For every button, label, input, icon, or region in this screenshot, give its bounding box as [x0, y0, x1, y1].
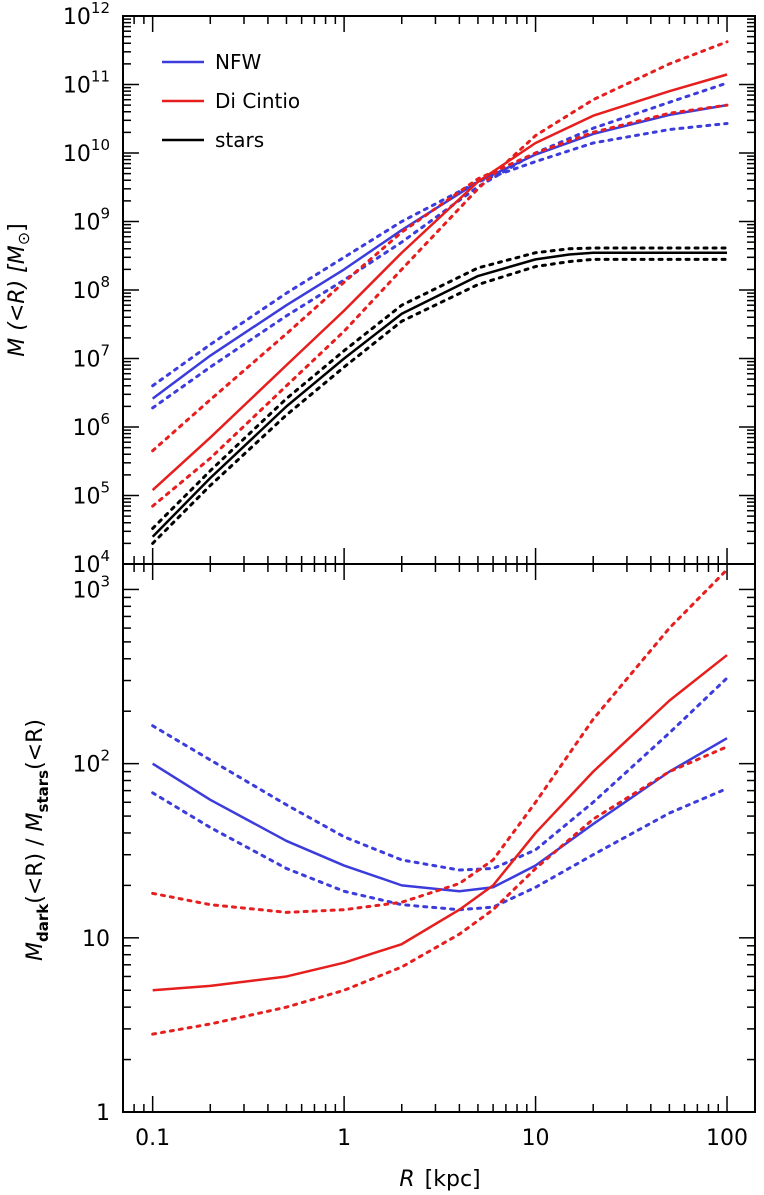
top-ytick-label: 106 — [72, 410, 110, 441]
top-series-line-4 — [151, 103, 729, 453]
top-series-line-2 — [151, 81, 729, 410]
bottom-y-tick-labels: 1 10 102 103 — [72, 572, 110, 1126]
top-series-line-3 — [151, 73, 728, 492]
bottom-ytick-label: 1 — [96, 1101, 110, 1126]
bottom-y-axis-label: Mdark(<R) / Mstars(<R) — [23, 719, 52, 961]
x-tick-label: 0.1 — [135, 1126, 170, 1151]
bottom-series-line-5 — [151, 745, 729, 1036]
legend-label-dicintio: Di Cintio — [215, 89, 300, 113]
panel-bottom: 1 10 102 103 0.1 1 10 100 Mdark(<R) / Mstars(<… — [23, 563, 756, 1192]
bottom-series-line-2 — [151, 786, 729, 912]
bottom-ticks — [122, 564, 755, 1113]
top-ytick-label: 109 — [72, 205, 110, 236]
bottom-series-line-4 — [151, 568, 729, 914]
top-y-tick-labels: 104 105 106 107 108 109 1010 1011 1012 — [63, 0, 110, 578]
top-y-axis-label: M (<R) [M⊙] — [5, 223, 33, 356]
top-ytick-label: 1011 — [63, 68, 110, 99]
plot-frame-bottom — [122, 563, 756, 1113]
top-series-line-8 — [151, 257, 729, 545]
legend-label-stars: stars — [215, 128, 264, 152]
top-ytick-label: 108 — [72, 273, 110, 304]
x-axis-label: R [kpc] — [399, 1167, 480, 1192]
bottom-ytick-label: 102 — [72, 747, 110, 778]
top-ytick-label: 1012 — [63, 0, 110, 30]
x-tick-label: 1 — [337, 1126, 351, 1151]
bottom-series-line-3 — [152, 654, 728, 992]
top-series-line-6 — [151, 251, 728, 538]
top-series-line-1 — [151, 121, 729, 388]
top-ytick-label: 1010 — [63, 136, 110, 167]
legend: NFW Di Cintio stars — [162, 50, 300, 152]
bottom-series-line-1 — [151, 676, 729, 872]
top-ticks — [122, 15, 755, 565]
top-ytick-label: 104 — [72, 547, 110, 578]
top-ytick-label: 105 — [72, 479, 110, 510]
bottom-ytick-label: 103 — [72, 572, 110, 603]
top-series-line-7 — [151, 246, 729, 530]
legend-label-nfw: NFW — [215, 50, 261, 74]
bottom-ytick-label: 10 — [82, 927, 110, 952]
top-ytick-label: 107 — [72, 342, 110, 373]
x-tick-labels: 0.1 1 10 100 — [135, 1126, 748, 1151]
top-series-line-5 — [151, 40, 729, 508]
panel-top: 104 105 106 107 108 109 1010 1011 1012 M (<R) [M… — [5, 0, 756, 578]
top-series — [151, 40, 729, 545]
bottom-series-line-0 — [151, 737, 728, 893]
x-tick-label: 100 — [706, 1126, 748, 1151]
bottom-series — [151, 568, 729, 1036]
x-tick-label: 10 — [522, 1126, 550, 1151]
